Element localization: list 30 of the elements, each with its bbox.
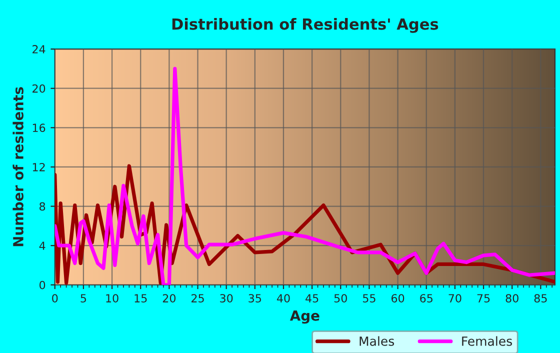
x-tick-label: 40 — [276, 294, 290, 302]
x-tick-label: 50 — [334, 294, 347, 302]
y-tick-label: 16 — [32, 124, 46, 132]
x-tick-label: 70 — [448, 294, 462, 302]
x-tick-label: 25 — [192, 294, 204, 302]
x-tick-label: 0 — [52, 294, 58, 302]
y-tick-label: 20 — [32, 84, 46, 93]
y-tick-label: 24 — [32, 45, 46, 54]
x-tick-label: 75 — [477, 294, 490, 302]
x-tick-label: 30 — [220, 294, 233, 302]
y-tick-label: 12 — [32, 162, 45, 172]
x-axis-title: Age — [290, 310, 320, 324]
x-tick-label: 55 — [363, 294, 376, 302]
x-tick-label: 85 — [534, 294, 547, 302]
chart-title: Distribution of Residents' Ages — [172, 18, 438, 33]
x-tick-label: 60 — [392, 294, 404, 302]
y-axis-title: Number of residents — [12, 87, 24, 246]
legend-label: Females — [462, 336, 512, 346]
legend-label: Males — [360, 336, 394, 346]
x-tick-label: 45 — [306, 294, 318, 302]
x-tick-label: 10 — [106, 294, 118, 302]
x-tick-label: 80 — [506, 294, 518, 302]
y-tick-label: 4 — [39, 242, 46, 250]
x-tick-label: 65 — [420, 294, 432, 302]
y-tick-label: 8 — [40, 202, 46, 211]
x-tick-label: 5 — [80, 294, 86, 302]
x-tick-label: 15 — [134, 294, 147, 302]
x-tick-label: 20 — [162, 294, 176, 302]
y-tick-label: 0 — [40, 280, 46, 290]
x-tick-label: 35 — [248, 294, 262, 302]
